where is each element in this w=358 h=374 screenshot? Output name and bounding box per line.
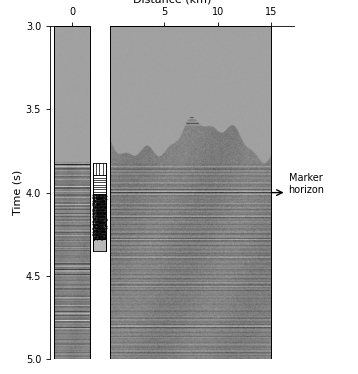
Bar — [93, 239, 106, 251]
Bar — [93, 163, 106, 175]
Text: Marker
horizon: Marker horizon — [289, 174, 325, 195]
Bar — [111, 26, 271, 359]
Bar — [90, 26, 111, 359]
X-axis label: Distance (km): Distance (km) — [133, 0, 211, 5]
Bar — [93, 194, 106, 239]
Bar — [54, 26, 90, 359]
Y-axis label: Time (s): Time (s) — [13, 170, 23, 215]
Bar — [93, 175, 106, 194]
